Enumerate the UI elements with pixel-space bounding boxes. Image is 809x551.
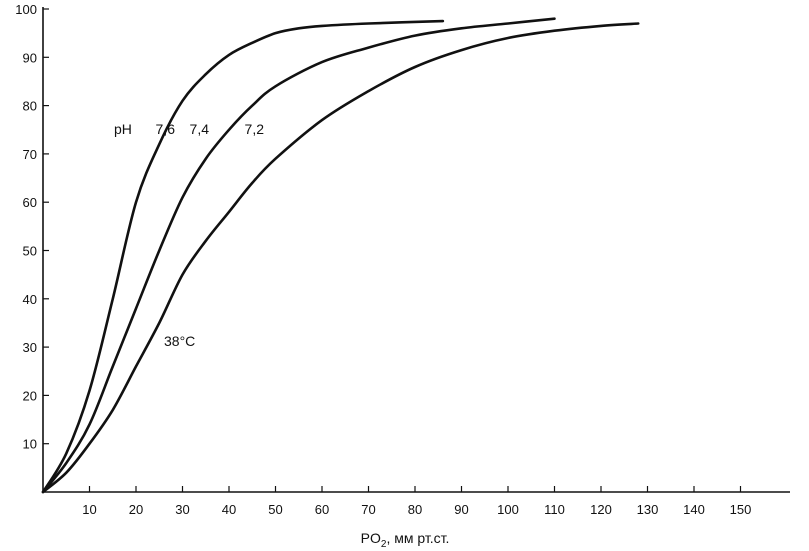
x-tick-label-40: 40 <box>222 502 236 517</box>
series-line-ph-7-4 <box>41 17 556 494</box>
y-tick-label-30: 30 <box>23 340 37 355</box>
series-label-ph-7-2: 7,2 <box>245 121 265 137</box>
x-axis-title-subscript: 2 <box>381 539 387 550</box>
x-axis-title-units: , мм рт.ст. <box>386 530 449 546</box>
y-tick-label-60: 60 <box>23 195 37 210</box>
series-label-ph-7-6: 7,6 <box>156 121 176 137</box>
y-ticks: 10 20 30 40 50 60 70 80 90 100 <box>15 2 49 452</box>
x-tick-label-140: 140 <box>683 502 705 517</box>
y-tick-label-40: 40 <box>23 292 37 307</box>
y-tick-label-10: 10 <box>23 437 37 452</box>
x-tick-label-50: 50 <box>268 502 282 517</box>
x-tick-label-30: 30 <box>175 502 189 517</box>
temperature-label: 38°C <box>164 333 195 349</box>
x-tick-label-150: 150 <box>730 502 752 517</box>
y-tick-label-50: 50 <box>23 244 37 259</box>
x-ticks: 10 20 30 40 50 60 70 80 90 100 110 120 130 140 150 <box>82 486 751 517</box>
y-tick-label-80: 80 <box>23 99 37 114</box>
x-tick-label-60: 60 <box>315 502 329 517</box>
x-tick-label-130: 130 <box>637 502 659 517</box>
x-axis-title-main: PO <box>361 530 381 546</box>
y-tick-label-90: 90 <box>23 50 37 65</box>
x-tick-label-120: 120 <box>590 502 612 517</box>
series-group: 7,6 7,4 7,2 <box>41 17 640 494</box>
x-tick-label-10: 10 <box>82 502 96 517</box>
y-tick-label-70: 70 <box>23 147 37 162</box>
x-tick-label-80: 80 <box>408 502 422 517</box>
series-line-ph-7-6 <box>41 19 445 494</box>
annotations: pH 38°C <box>114 121 195 349</box>
ph-prefix-label: pH <box>114 121 132 137</box>
x-tick-label-110: 110 <box>544 502 565 517</box>
axes <box>42 7 790 493</box>
series-line-ph-7-2 <box>41 22 640 494</box>
x-tick-label-20: 20 <box>129 502 143 517</box>
x-tick-label-70: 70 <box>361 502 375 517</box>
y-tick-label-100: 100 <box>15 2 37 17</box>
series-label-ph-7-4: 7,4 <box>190 121 210 137</box>
x-axis-title: PO2, мм рт.ст. <box>361 530 450 550</box>
y-tick-label-20: 20 <box>23 388 37 403</box>
x-tick-label-100: 100 <box>497 502 519 517</box>
x-tick-label-90: 90 <box>454 502 468 517</box>
